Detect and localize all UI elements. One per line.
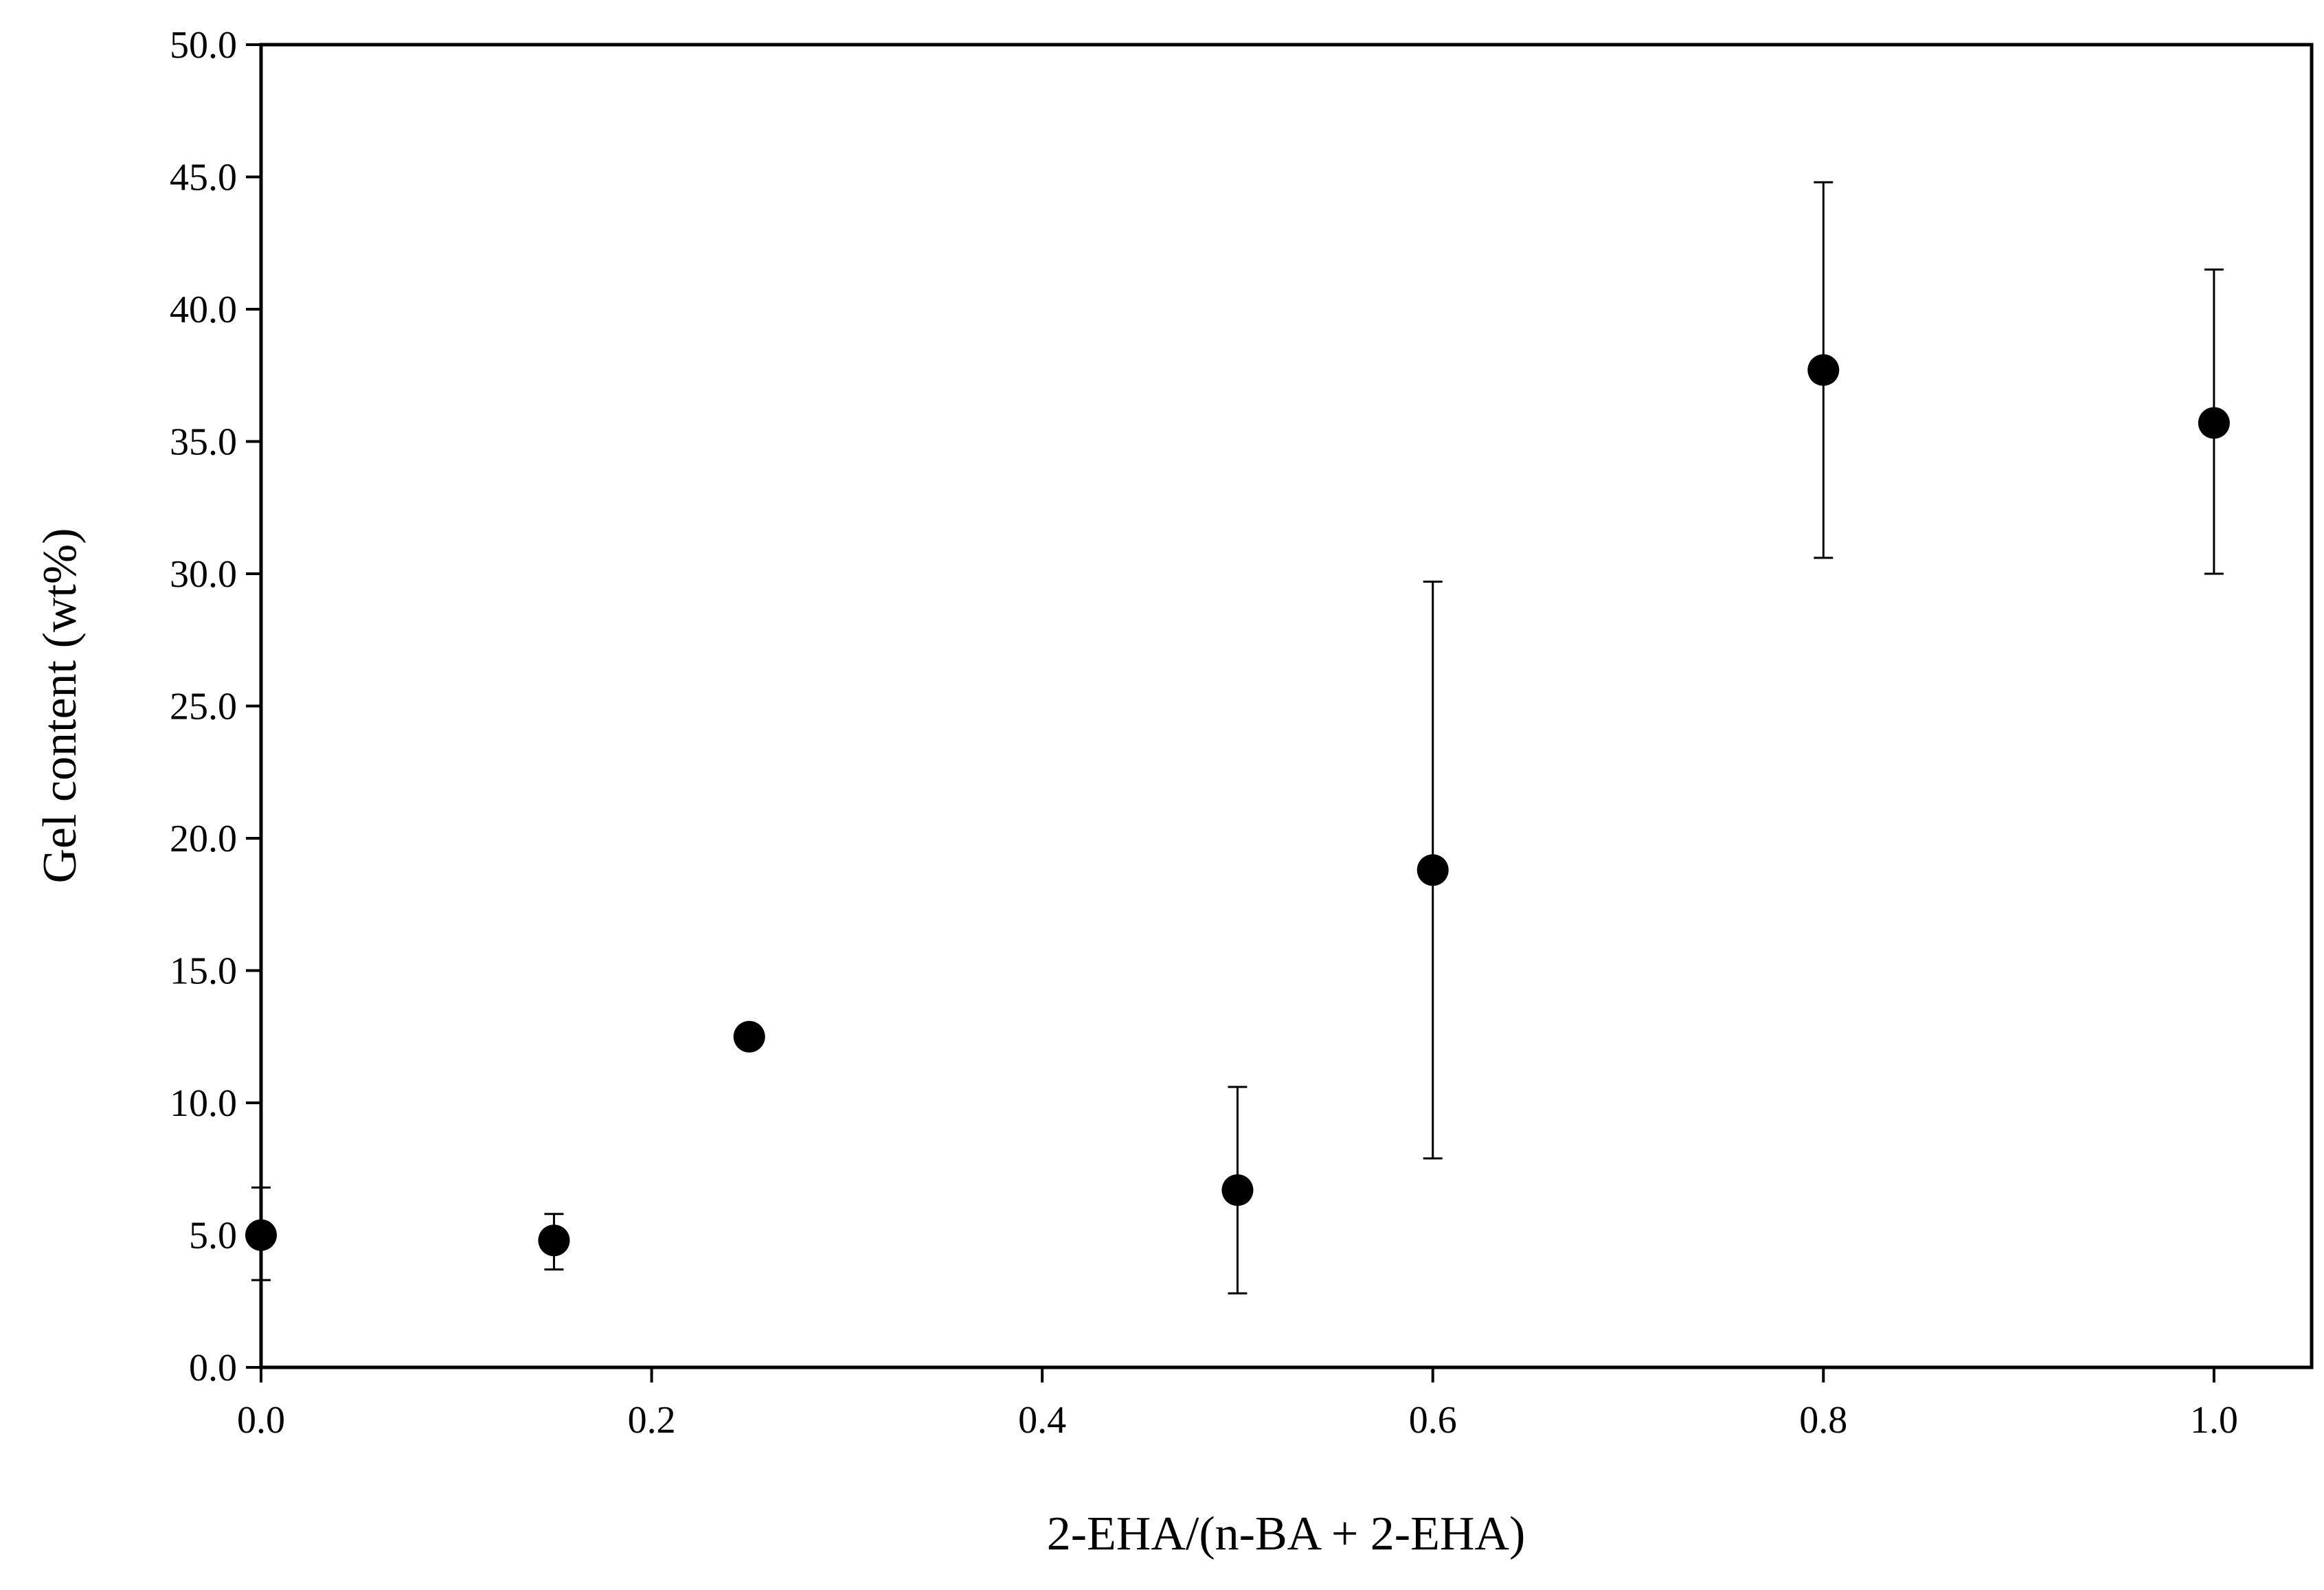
- y-tick-label: 40.0: [170, 289, 237, 331]
- y-tick-label: 30.0: [170, 553, 237, 596]
- x-axis-ticks: 0.0 0.2 0.4 0.6 0.8 1.0: [237, 1367, 2238, 1442]
- y-tick-label: 45.0: [170, 157, 237, 199]
- y-tick-label: 20.0: [170, 818, 237, 860]
- x-axis-title: 2-EHA/(n-BA + 2-EHA): [1047, 1508, 1526, 1560]
- x-tick-label: 0.2: [628, 1399, 676, 1442]
- data-point: [1807, 354, 1840, 386]
- data-point: [1417, 854, 1449, 886]
- data-point: [245, 1219, 277, 1251]
- data-point: [538, 1224, 570, 1257]
- x-tick-label: 1.0: [2190, 1399, 2238, 1442]
- y-tick-label: 50.0: [170, 24, 237, 67]
- plot-frame: [259, 43, 2314, 1369]
- y-axis-title: Gel content (wt%): [34, 528, 87, 883]
- y-tick-label: 35.0: [170, 421, 237, 464]
- y-tick-label: 15.0: [170, 950, 237, 993]
- error-bars: [251, 181, 2224, 1295]
- data-point: [2198, 407, 2230, 439]
- data-point: [733, 1020, 765, 1053]
- y-tick-label: 0.0: [189, 1347, 237, 1389]
- y-tick-label: 25.0: [170, 686, 237, 728]
- x-tick-label: 0.6: [1409, 1399, 1457, 1442]
- y-axis-ticks: 0.0 5.0 10.0 15.0 20.0 25.0 30.0 35.0 40.0 45.0 50…: [170, 24, 261, 1389]
- x-tick-label: 0.4: [1018, 1399, 1066, 1442]
- data-points: [245, 354, 2230, 1257]
- x-tick-label: 0.8: [1799, 1399, 1847, 1442]
- data-point: [1221, 1174, 1254, 1207]
- y-tick-label: 10.0: [170, 1082, 237, 1125]
- x-tick-label: 0.0: [237, 1399, 285, 1442]
- y-tick-label: 5.0: [189, 1215, 237, 1257]
